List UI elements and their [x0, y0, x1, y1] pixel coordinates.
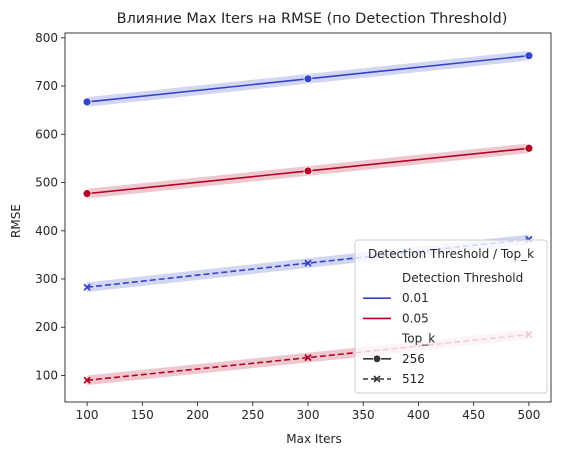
legend-label: 0.01 — [402, 291, 429, 305]
legend-header: Detection Threshold — [402, 271, 523, 285]
x-tick-label: 150 — [131, 408, 154, 422]
data-point — [304, 259, 312, 267]
data-point — [303, 74, 313, 84]
y-tick-label: 300 — [35, 272, 58, 286]
data-point — [82, 97, 92, 107]
y-tick-label: 500 — [35, 176, 58, 190]
x-tick-label: 100 — [76, 408, 99, 422]
x-tick-label: 250 — [241, 408, 264, 422]
legend: Detection Threshold / Top_k Detection Thr… — [354, 239, 548, 394]
legend-marker — [372, 354, 382, 363]
chart-title: Влияние Max Iters на RMSE (по Detection … — [117, 11, 508, 27]
legend-label: 512 — [402, 372, 425, 386]
x-tick-label: 300 — [297, 408, 320, 422]
data-point-stroke — [83, 283, 91, 291]
legend-box — [354, 239, 548, 394]
legend-label: 256 — [402, 352, 425, 366]
data-point — [303, 166, 313, 176]
y-tick-label: 200 — [35, 320, 58, 334]
y-tick-label: 700 — [35, 79, 58, 93]
data-point-stroke — [304, 259, 312, 267]
x-axis-label: Max Iters — [286, 432, 341, 446]
x-tick-label: 450 — [462, 408, 485, 422]
legend-header: Top_k — [401, 332, 435, 346]
legend-marker — [373, 375, 381, 383]
data-point — [83, 283, 91, 291]
legend-label: 0.05 — [402, 311, 429, 325]
y-axis-label: RMSE — [9, 204, 23, 238]
data-point-stroke — [83, 376, 91, 384]
x-tick-label: 400 — [407, 408, 430, 422]
legend-title: Detection Threshold / Top_k — [368, 247, 534, 261]
x-tick-label: 200 — [186, 408, 209, 422]
data-point — [524, 143, 534, 153]
y-tick-label: 600 — [35, 127, 58, 141]
y-tick-label: 400 — [35, 224, 58, 238]
y-tick-label: 100 — [35, 368, 58, 382]
y-tick-label: 800 — [35, 31, 58, 45]
data-point — [83, 376, 91, 384]
x-tick-label: 350 — [352, 408, 375, 422]
data-point — [304, 353, 312, 362]
data-point — [524, 51, 534, 61]
data-point — [82, 189, 92, 199]
data-point-stroke — [304, 353, 312, 362]
x-tick-label: 500 — [517, 408, 540, 422]
